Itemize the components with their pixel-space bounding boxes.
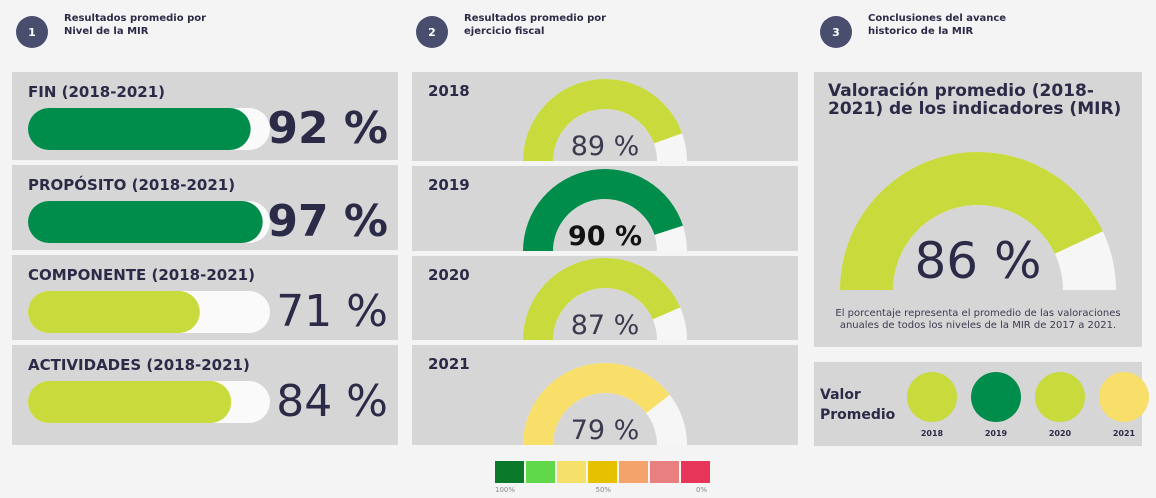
bar: [28, 108, 251, 150]
scale-tick-label: 50%: [596, 486, 612, 494]
gauge-arc: [523, 258, 681, 340]
bar: [28, 381, 232, 423]
value-label: 79 %: [571, 415, 640, 446]
category-label: COMPONENTE (2018-2021): [28, 266, 255, 284]
value-label: 92 %: [267, 103, 388, 154]
gauge-arc: [523, 168, 683, 251]
value-label: 87 %: [571, 310, 640, 341]
step-badge: [820, 16, 852, 48]
value-label: 89 %: [571, 131, 640, 162]
section-title: Conclusiones del avance historico de la …: [868, 13, 1007, 37]
category-label: ACTIVIDADES (2018-2021): [28, 356, 250, 374]
value-label: 84 %: [276, 376, 388, 427]
scale-swatch: [650, 461, 679, 483]
category-label: FIN (2018-2021): [28, 83, 165, 101]
value-label: 71 %: [276, 286, 388, 337]
scale-swatch: [619, 461, 648, 483]
year-label: 2019: [428, 176, 470, 194]
legend-swatch: [907, 372, 957, 422]
year-label: 2018: [428, 82, 470, 100]
scale-swatch: [526, 461, 555, 483]
scale-swatch: [588, 461, 617, 483]
gauge-arc: [523, 363, 670, 445]
legend-label: 2021: [1113, 429, 1136, 438]
section-title: Resultados promedio por ejercicio fiscal: [464, 13, 607, 37]
gauge-arc: [523, 78, 683, 161]
gauge-arc: [839, 152, 1103, 290]
legend-swatch: [1035, 372, 1085, 422]
step-number: 1: [28, 26, 36, 39]
legend-swatch: [1099, 372, 1149, 422]
scale-swatch: [681, 461, 710, 483]
legend-label: 2018: [921, 429, 944, 438]
step-badge: [16, 16, 48, 48]
legend-label: 2019: [985, 429, 1008, 438]
step-number: 3: [832, 26, 840, 39]
scale-swatch: [495, 461, 524, 483]
bar: [28, 201, 263, 243]
step-badge: [416, 16, 448, 48]
legend-title: Valor Promedio: [820, 387, 896, 423]
scale-swatch: [557, 461, 586, 483]
step-number: 2: [428, 26, 436, 39]
section-title: Resultados promedio por Nivel de la MIR: [64, 13, 207, 37]
legend-swatch: [971, 372, 1021, 422]
category-label: PROPÓSITO (2018-2021): [28, 175, 235, 194]
scale-tick-label: 100%: [495, 486, 515, 494]
value-label: 90 %: [568, 221, 642, 252]
gauge-subtitle: Valoración promedio (2018-2021) de los i…: [828, 81, 1122, 119]
value-label: 97 %: [267, 196, 388, 247]
scale-tick-label: 0%: [696, 486, 707, 494]
year-label: 2021: [428, 355, 470, 373]
value-label: 86 %: [914, 232, 1041, 290]
year-label: 2020: [428, 266, 470, 284]
bar: [28, 291, 200, 333]
legend-label: 2020: [1049, 429, 1072, 438]
annotation: El porcentaje representa el promedio de …: [835, 308, 1121, 331]
